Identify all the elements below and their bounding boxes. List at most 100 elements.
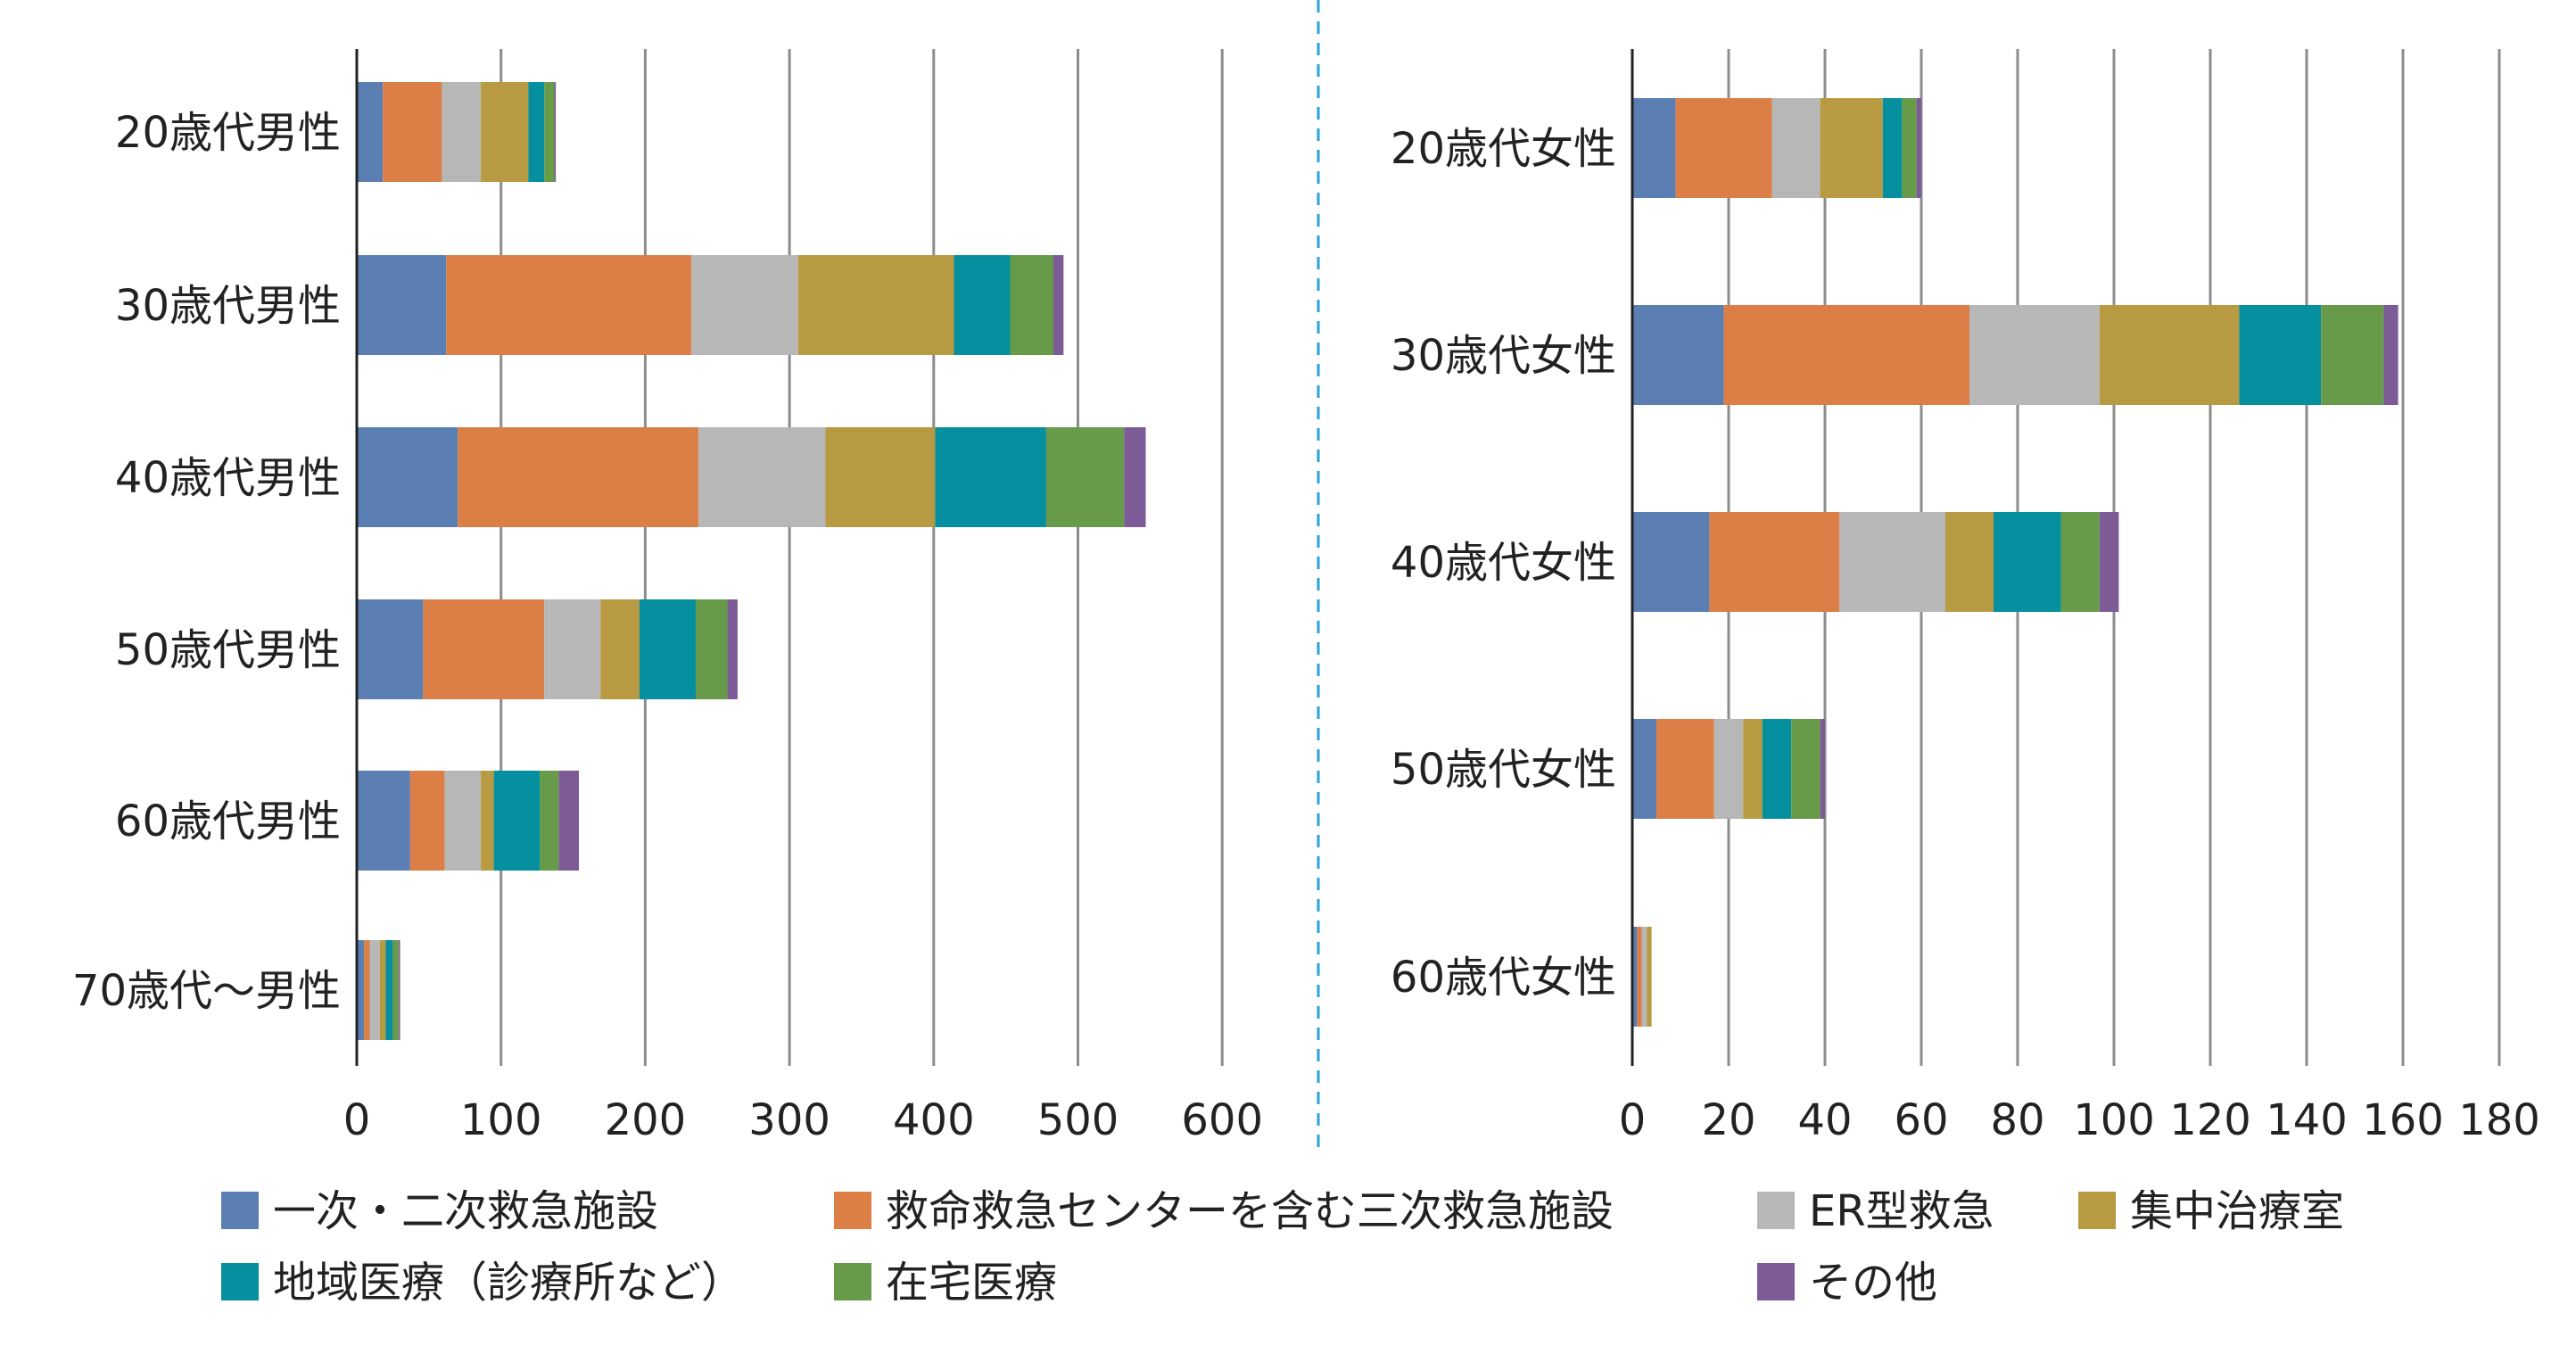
bar-segment-5 bbox=[385, 940, 393, 1040]
bar-segment-3 bbox=[369, 940, 380, 1040]
legend-swatch bbox=[1757, 1263, 1795, 1300]
bar-segment-2 bbox=[1656, 719, 1714, 819]
bar-segment-5 bbox=[1994, 512, 2061, 612]
bar-segment-2 bbox=[383, 82, 442, 182]
bar-segment-3 bbox=[1713, 719, 1744, 819]
bar-segment-3 bbox=[1771, 98, 1821, 198]
bar-segment-2 bbox=[1709, 512, 1840, 612]
bar-segment-7 bbox=[558, 771, 580, 871]
x-tick-label: 200 bbox=[605, 1095, 687, 1145]
bar-segment-6 bbox=[540, 771, 559, 871]
bar-segment-3 bbox=[444, 771, 482, 871]
x-tick-label: 0 bbox=[343, 1095, 371, 1145]
bar-segment-6 bbox=[1010, 255, 1054, 355]
bar-segment-3 bbox=[1839, 512, 1945, 612]
bar-segment-1 bbox=[1632, 98, 1676, 198]
category-label: 40歳代女性 bbox=[1391, 538, 1616, 588]
bar-segment-6 bbox=[2321, 305, 2384, 405]
bar-segment-6 bbox=[392, 940, 399, 1040]
bar-segment-7 bbox=[554, 82, 557, 182]
bar-segment-4 bbox=[481, 82, 529, 182]
bar-segment-4 bbox=[600, 599, 640, 699]
x-tick-label: 600 bbox=[1181, 1095, 1263, 1145]
bar-segment-5 bbox=[935, 427, 1046, 527]
legend-label: ER型救急 bbox=[1809, 1186, 1994, 1236]
bar-segment-6 bbox=[695, 599, 728, 699]
bar-segment-7 bbox=[2383, 305, 2398, 405]
category-label: 60歳代男性 bbox=[115, 797, 341, 846]
category-label: 50歳代男性 bbox=[115, 625, 341, 675]
bar-segment-3 bbox=[442, 82, 482, 182]
bar-segment-1 bbox=[357, 771, 410, 871]
category-label: 30歳代女性 bbox=[1391, 331, 1616, 381]
bar-segment-6 bbox=[1045, 427, 1125, 527]
bar-segment-5 bbox=[493, 771, 541, 871]
legend-swatch bbox=[1757, 1192, 1795, 1229]
bar-segment-4 bbox=[1647, 927, 1652, 1027]
bar-segment-2 bbox=[458, 427, 699, 527]
legend-label: その他 bbox=[1809, 1258, 1937, 1308]
bar-segment-1 bbox=[1632, 305, 1724, 405]
bar-segment-3 bbox=[698, 427, 826, 527]
legend: 一次・二次救急施設 救命救急センターを含む三次救急施設 ER型救急 集中治療室地域医療… bbox=[221, 1186, 2344, 1308]
bar-segment-6 bbox=[544, 82, 555, 182]
bar-segment-1 bbox=[357, 82, 384, 182]
bar-segment-2 bbox=[423, 599, 545, 699]
bar-segment-3 bbox=[544, 599, 601, 699]
x-tick-label: 60 bbox=[1894, 1095, 1948, 1145]
bar-segment-1 bbox=[357, 255, 447, 355]
x-tick-label: 100 bbox=[2073, 1095, 2155, 1145]
bar-segment-5 bbox=[2239, 305, 2322, 405]
x-tick-label: 140 bbox=[2266, 1095, 2348, 1145]
bar-segment-6 bbox=[1791, 719, 1821, 819]
legend-label: 在宅医療 bbox=[886, 1258, 1057, 1308]
bar-segment-7 bbox=[398, 940, 400, 1040]
bar-segment-4 bbox=[1945, 512, 1994, 612]
bar-segment-2 bbox=[1723, 305, 1969, 405]
bar-segment-7 bbox=[1916, 98, 1921, 198]
bar-segment-7 bbox=[2099, 512, 2119, 612]
category-label: 40歳代男性 bbox=[115, 453, 341, 503]
bar-segment-1 bbox=[1632, 927, 1638, 1027]
bar-segment-2 bbox=[1675, 98, 1772, 198]
bar-segment-4 bbox=[481, 771, 494, 871]
bar-segment-4 bbox=[1820, 98, 1883, 198]
category-label: 50歳代女性 bbox=[1391, 745, 1616, 795]
legend-label: 集中治療室 bbox=[2130, 1186, 2344, 1236]
bar-segment-4 bbox=[1743, 719, 1763, 819]
category-label: 20歳代男性 bbox=[115, 108, 341, 158]
x-tick-label: 300 bbox=[748, 1095, 830, 1145]
bar-segment-7 bbox=[1053, 255, 1064, 355]
legend-swatch bbox=[221, 1192, 259, 1229]
bar-segment-3 bbox=[1641, 927, 1647, 1027]
x-tick-label: 180 bbox=[2458, 1095, 2540, 1145]
x-tick-label: 40 bbox=[1797, 1095, 1852, 1145]
bar-segment-5 bbox=[528, 82, 545, 182]
bar-segment-3 bbox=[691, 255, 798, 355]
category-label: 60歳代女性 bbox=[1391, 953, 1616, 1003]
bar-segment-5 bbox=[954, 255, 1011, 355]
bar-segment-4 bbox=[379, 940, 386, 1040]
bar-segment-1 bbox=[357, 599, 424, 699]
legend-label: 地域医療（診療所など） bbox=[273, 1258, 744, 1308]
male-chart-panel: 20歳代男性 30歳代男性 40歳代男性 50歳代男性 60歳代男性 70歳代〜男性 0 10… bbox=[72, 49, 1263, 1145]
category-label: 20歳代女性 bbox=[1391, 124, 1616, 174]
bar-segment-7 bbox=[1124, 427, 1146, 527]
legend-swatch bbox=[2078, 1192, 2116, 1229]
x-tick-label: 500 bbox=[1037, 1095, 1119, 1145]
bar-segment-3 bbox=[1969, 305, 2100, 405]
bar-segment-1 bbox=[1632, 719, 1656, 819]
x-tick-label: 80 bbox=[1990, 1095, 2044, 1145]
x-tick-label: 0 bbox=[1619, 1095, 1647, 1145]
bar-segment-2 bbox=[446, 255, 692, 355]
bar-segment-1 bbox=[1632, 512, 1710, 612]
bar-segment-2 bbox=[409, 771, 445, 871]
x-tick-label: 120 bbox=[2169, 1095, 2251, 1145]
bar-segment-5 bbox=[1762, 719, 1792, 819]
bar-segment-7 bbox=[1820, 719, 1825, 819]
legend-label: 救命救急センターを含む三次救急施設 bbox=[886, 1186, 1614, 1236]
bar-segment-1 bbox=[357, 427, 458, 527]
bar-segment-5 bbox=[639, 599, 696, 699]
legend-swatch bbox=[221, 1263, 259, 1300]
